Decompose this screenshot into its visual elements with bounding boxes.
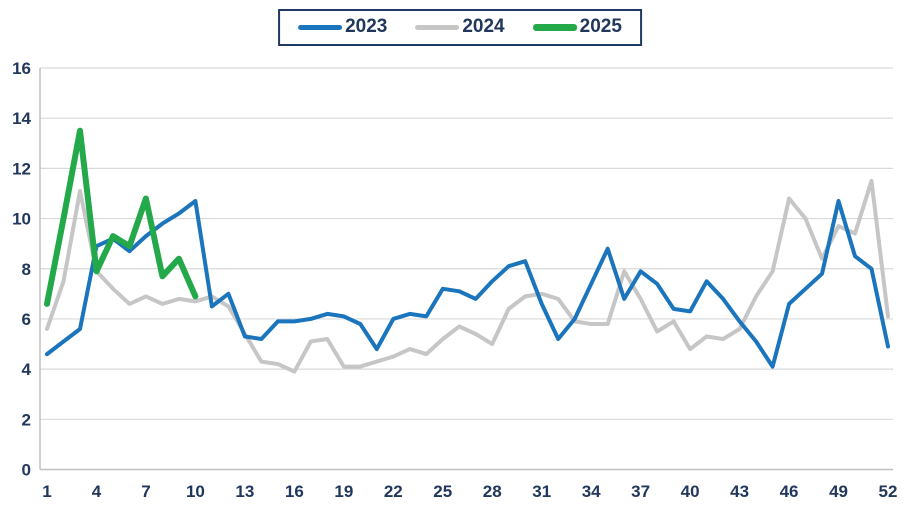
legend-label: 2024 <box>462 16 505 37</box>
x-tick-label: 34 <box>582 482 601 501</box>
y-tick-label: 10 <box>12 210 31 229</box>
x-tick-label: 1 <box>42 482 51 501</box>
series-line-2024 <box>45 178 890 374</box>
x-tick-label: 13 <box>235 482 254 501</box>
x-tick-label: 28 <box>483 482 502 501</box>
series-lines <box>44 127 890 374</box>
y-tick-label: 16 <box>12 59 31 78</box>
series-line-2023 <box>45 199 890 369</box>
x-tick-label: 25 <box>433 482 452 501</box>
legend-line-swatch-icon <box>532 23 577 31</box>
y-tick-label: 12 <box>12 159 31 178</box>
x-tick-label: 43 <box>730 482 749 501</box>
x-tick-label: 46 <box>780 482 799 501</box>
x-tick-label: 22 <box>384 482 403 501</box>
legend-line-swatch-icon <box>415 24 460 30</box>
x-tick-label: 10 <box>186 482 205 501</box>
legend-label: 2025 <box>579 16 622 37</box>
y-axis-labels: 0 2 4 6 8 10 12 14 16 <box>12 59 31 480</box>
y-tick-label: 6 <box>22 310 31 329</box>
y-tick-label: 14 <box>12 109 31 128</box>
x-tick-label: 4 <box>92 482 102 501</box>
x-tick-label: 49 <box>829 482 848 501</box>
x-tick-label: 40 <box>681 482 700 501</box>
x-tick-label: 37 <box>631 482 650 501</box>
y-tick-label: 4 <box>22 360 32 379</box>
legend-line-swatch-icon <box>298 24 343 30</box>
x-axis-labels: 1 4 7 10 13 16 19 22 25 28 31 34 37 40 43 46 49 52 <box>42 482 897 501</box>
legend-item-2025: 2025 <box>532 16 622 38</box>
x-tick-label: 52 <box>879 482 898 501</box>
y-tick-label: 0 <box>22 461 31 480</box>
x-tick-label: 19 <box>334 482 353 501</box>
series-line-2025 <box>44 127 199 307</box>
chart-legend: 2023 2024 2025 <box>278 9 642 46</box>
y-tick-label: 2 <box>22 410 31 429</box>
x-tick-label: 16 <box>285 482 304 501</box>
x-tick-label: 7 <box>141 482 150 501</box>
y-tick-label: 8 <box>22 260 31 279</box>
legend-label: 2023 <box>345 16 388 37</box>
x-tick-label: 31 <box>532 482 551 501</box>
legend-item-2023: 2023 <box>298 16 387 38</box>
legend-item-2024: 2024 <box>415 16 505 38</box>
